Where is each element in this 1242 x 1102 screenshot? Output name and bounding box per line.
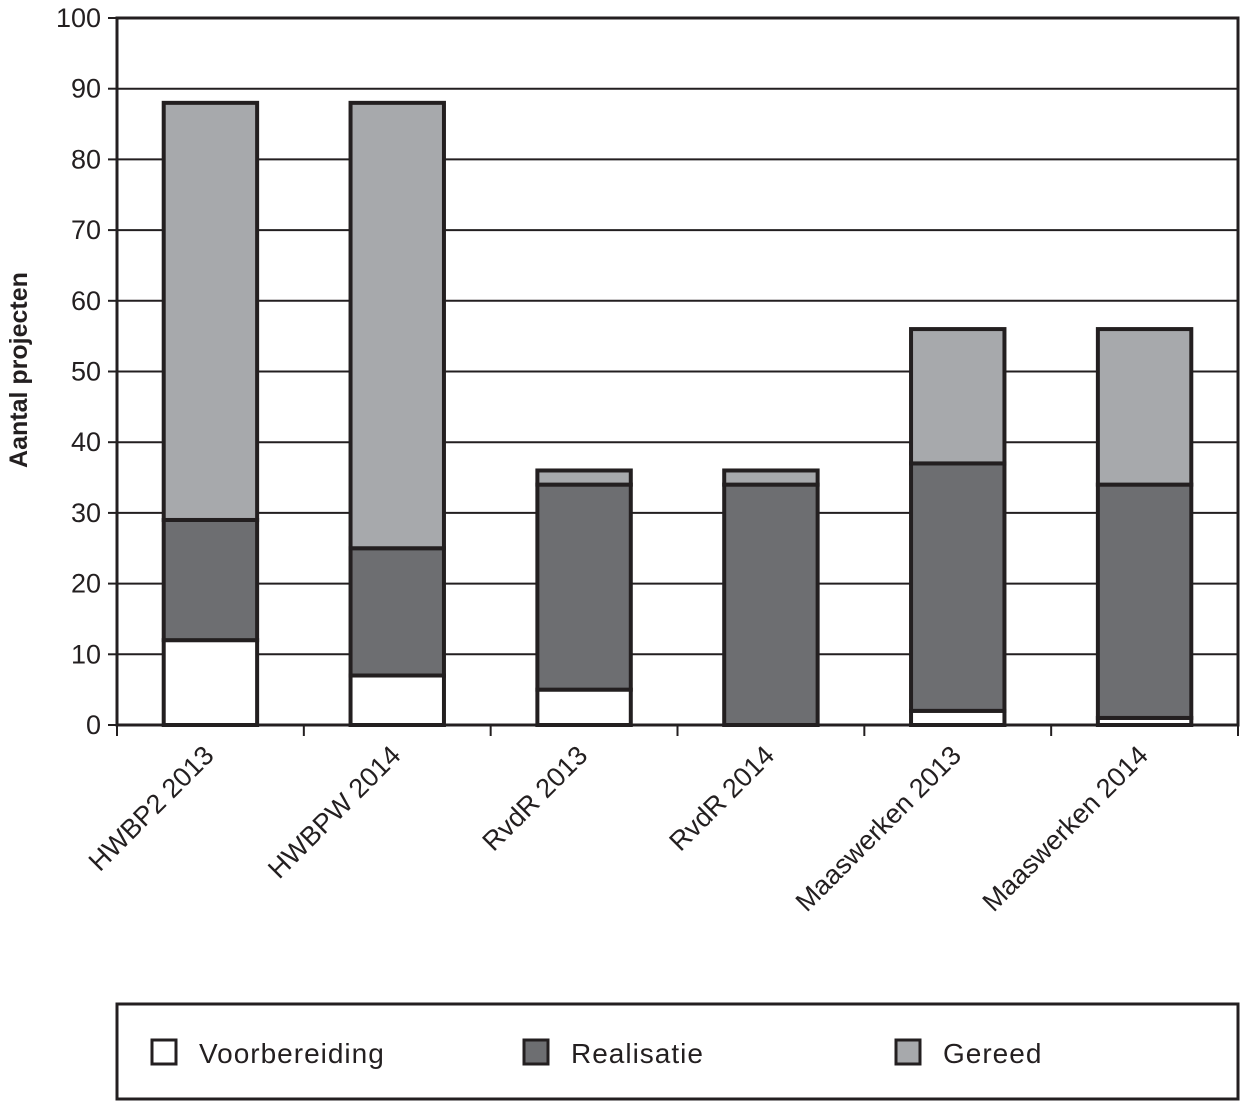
bar-segment-gereed xyxy=(909,327,1007,466)
y-tick-label: 80 xyxy=(71,144,101,174)
bar-segment-gereed xyxy=(722,468,820,487)
bar-segment-realisatie xyxy=(1095,482,1194,720)
x-axis-ticks: HWBP2 2013 HWBPW 2014 RvdR 2013 RvdR 2014 Ma… xyxy=(83,725,1239,917)
bars xyxy=(161,100,1194,728)
legend-box xyxy=(115,1002,1240,1101)
bar-segment-voorbereiding xyxy=(348,673,446,728)
bar-segment-realisatie xyxy=(348,546,446,678)
legend-label-voorbereiding: Voorbereiding xyxy=(199,1038,385,1069)
y-tick-label: 90 xyxy=(71,74,101,104)
bar-segment-gereed xyxy=(1095,327,1194,487)
bar-segment-gereed xyxy=(348,100,446,551)
legend-label-realisatie: Realisatie xyxy=(571,1038,704,1069)
bar-segment-realisatie xyxy=(161,517,260,643)
bar-segment-realisatie xyxy=(909,461,1007,713)
legend: Voorbereiding Realisatie Gereed xyxy=(115,1002,1240,1101)
bar-segment-voorbereiding xyxy=(535,687,633,728)
y-tick-label: 30 xyxy=(71,498,101,528)
legend-swatch-voorbereiding xyxy=(150,1038,178,1066)
y-tick-label: 20 xyxy=(71,569,101,599)
x-tick-label: Maaswerken 2013 xyxy=(790,740,967,917)
gridlines xyxy=(117,17,1238,656)
bar-segment-realisatie xyxy=(535,482,633,692)
y-tick-label: 10 xyxy=(71,639,101,669)
x-tick-label: RvdR 2014 xyxy=(663,740,780,857)
x-tick-label: RvdR 2013 xyxy=(477,740,594,857)
x-tick-label: Maaswerken 2014 xyxy=(977,740,1154,917)
bar-segment-realisatie xyxy=(722,482,820,727)
y-tick-label: 70 xyxy=(71,215,101,245)
bar-segment-gereed xyxy=(161,100,260,522)
x-tick-label: HWBPW 2014 xyxy=(262,740,406,884)
y-tick-label: 60 xyxy=(71,286,101,316)
y-tick-label: 40 xyxy=(71,427,101,457)
legend-swatch-realisatie xyxy=(522,1038,550,1066)
y-tick-label: 0 xyxy=(86,710,101,740)
y-axis-label: Aantal projecten xyxy=(5,272,33,468)
bar-segment-gereed xyxy=(535,468,633,487)
legend-label-gereed: Gereed xyxy=(943,1038,1042,1069)
legend-swatch-gereed xyxy=(894,1038,922,1066)
bar-segment-voorbereiding xyxy=(161,638,260,727)
y-tick-label: 50 xyxy=(71,357,101,387)
x-tick-label: HWBP2 2013 xyxy=(83,740,220,877)
bar-segment-voorbereiding xyxy=(909,708,1007,727)
y-axis-ticks: 0 10 20 30 40 50 60 70 80 90 100 xyxy=(56,3,117,740)
y-tick-label: 100 xyxy=(56,3,101,33)
